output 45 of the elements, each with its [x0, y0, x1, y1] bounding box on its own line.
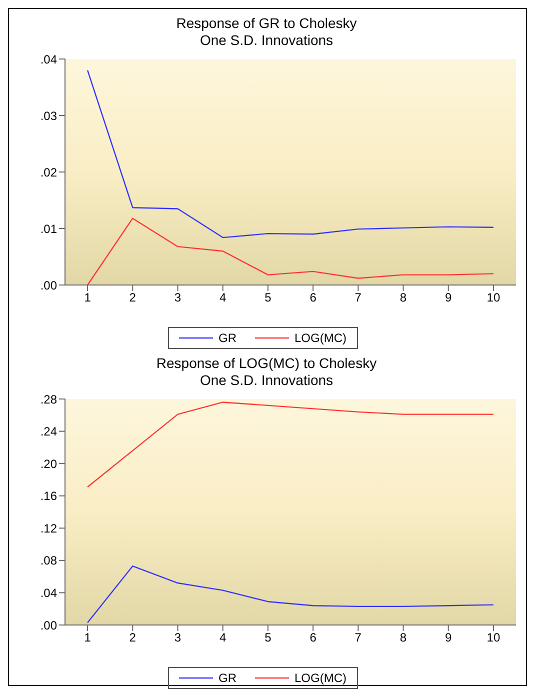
y-tick-label: .24 [40, 424, 58, 439]
x-tick-label: 9 [445, 290, 452, 305]
x-tick-label: 10 [486, 290, 500, 305]
y-tick-label: .02 [40, 165, 58, 180]
x-tick-label: 1 [84, 630, 92, 645]
y-tick-label: .00 [40, 278, 58, 292]
y-tick-label: .16 [40, 489, 58, 504]
x-tick-label: 7 [354, 290, 362, 305]
y-tick-label: .03 [40, 108, 58, 123]
y-tick-label: .08 [40, 554, 58, 568]
x-tick-label: 1 [84, 290, 92, 305]
line-series [86, 565, 494, 624]
x-tick-label: 4 [220, 630, 227, 645]
x-tick-label: 5 [264, 290, 272, 305]
y-tick-label: .20 [40, 456, 58, 471]
chart-title: Response of GR to Cholesky [175, 15, 358, 32]
y-tick-label: .04 [40, 52, 58, 66]
y-tick-label: .00 [40, 618, 58, 632]
y-tick-label: .01 [40, 222, 58, 236]
y-tick-label: .12 [40, 521, 58, 536]
line-series [86, 70, 494, 238]
x-tick-label: 2 [129, 290, 136, 305]
legend-label: GR [218, 331, 236, 345]
x-tick-label: 8 [400, 290, 407, 305]
chart-subtitle: One S.D. Innovations [198, 32, 334, 49]
line-series [86, 218, 494, 285]
x-tick-label: 6 [310, 290, 317, 305]
legend-label: LOG(MC) [294, 671, 346, 685]
y-tick-label: .28 [40, 392, 58, 406]
legend-label: GR [218, 671, 236, 685]
legend-label: LOG(MC) [294, 331, 346, 345]
chart-subtitle: One S.D. Innovations [198, 372, 334, 389]
x-tick-label: 3 [174, 290, 182, 305]
x-tick-label: 10 [486, 630, 500, 645]
x-tick-label: 4 [220, 290, 227, 305]
x-tick-label: 5 [264, 630, 272, 645]
x-tick-label: 6 [310, 630, 317, 645]
y-tick-label: .04 [40, 586, 58, 600]
line-series [86, 402, 494, 488]
x-tick-label: 8 [400, 630, 407, 645]
x-tick-label: 2 [129, 630, 136, 645]
x-tick-label: 7 [354, 630, 362, 645]
x-tick-label: 9 [445, 630, 452, 645]
x-tick-label: 3 [174, 630, 182, 645]
chart-title: Response of LOG(MC) to Cholesky [155, 355, 378, 372]
